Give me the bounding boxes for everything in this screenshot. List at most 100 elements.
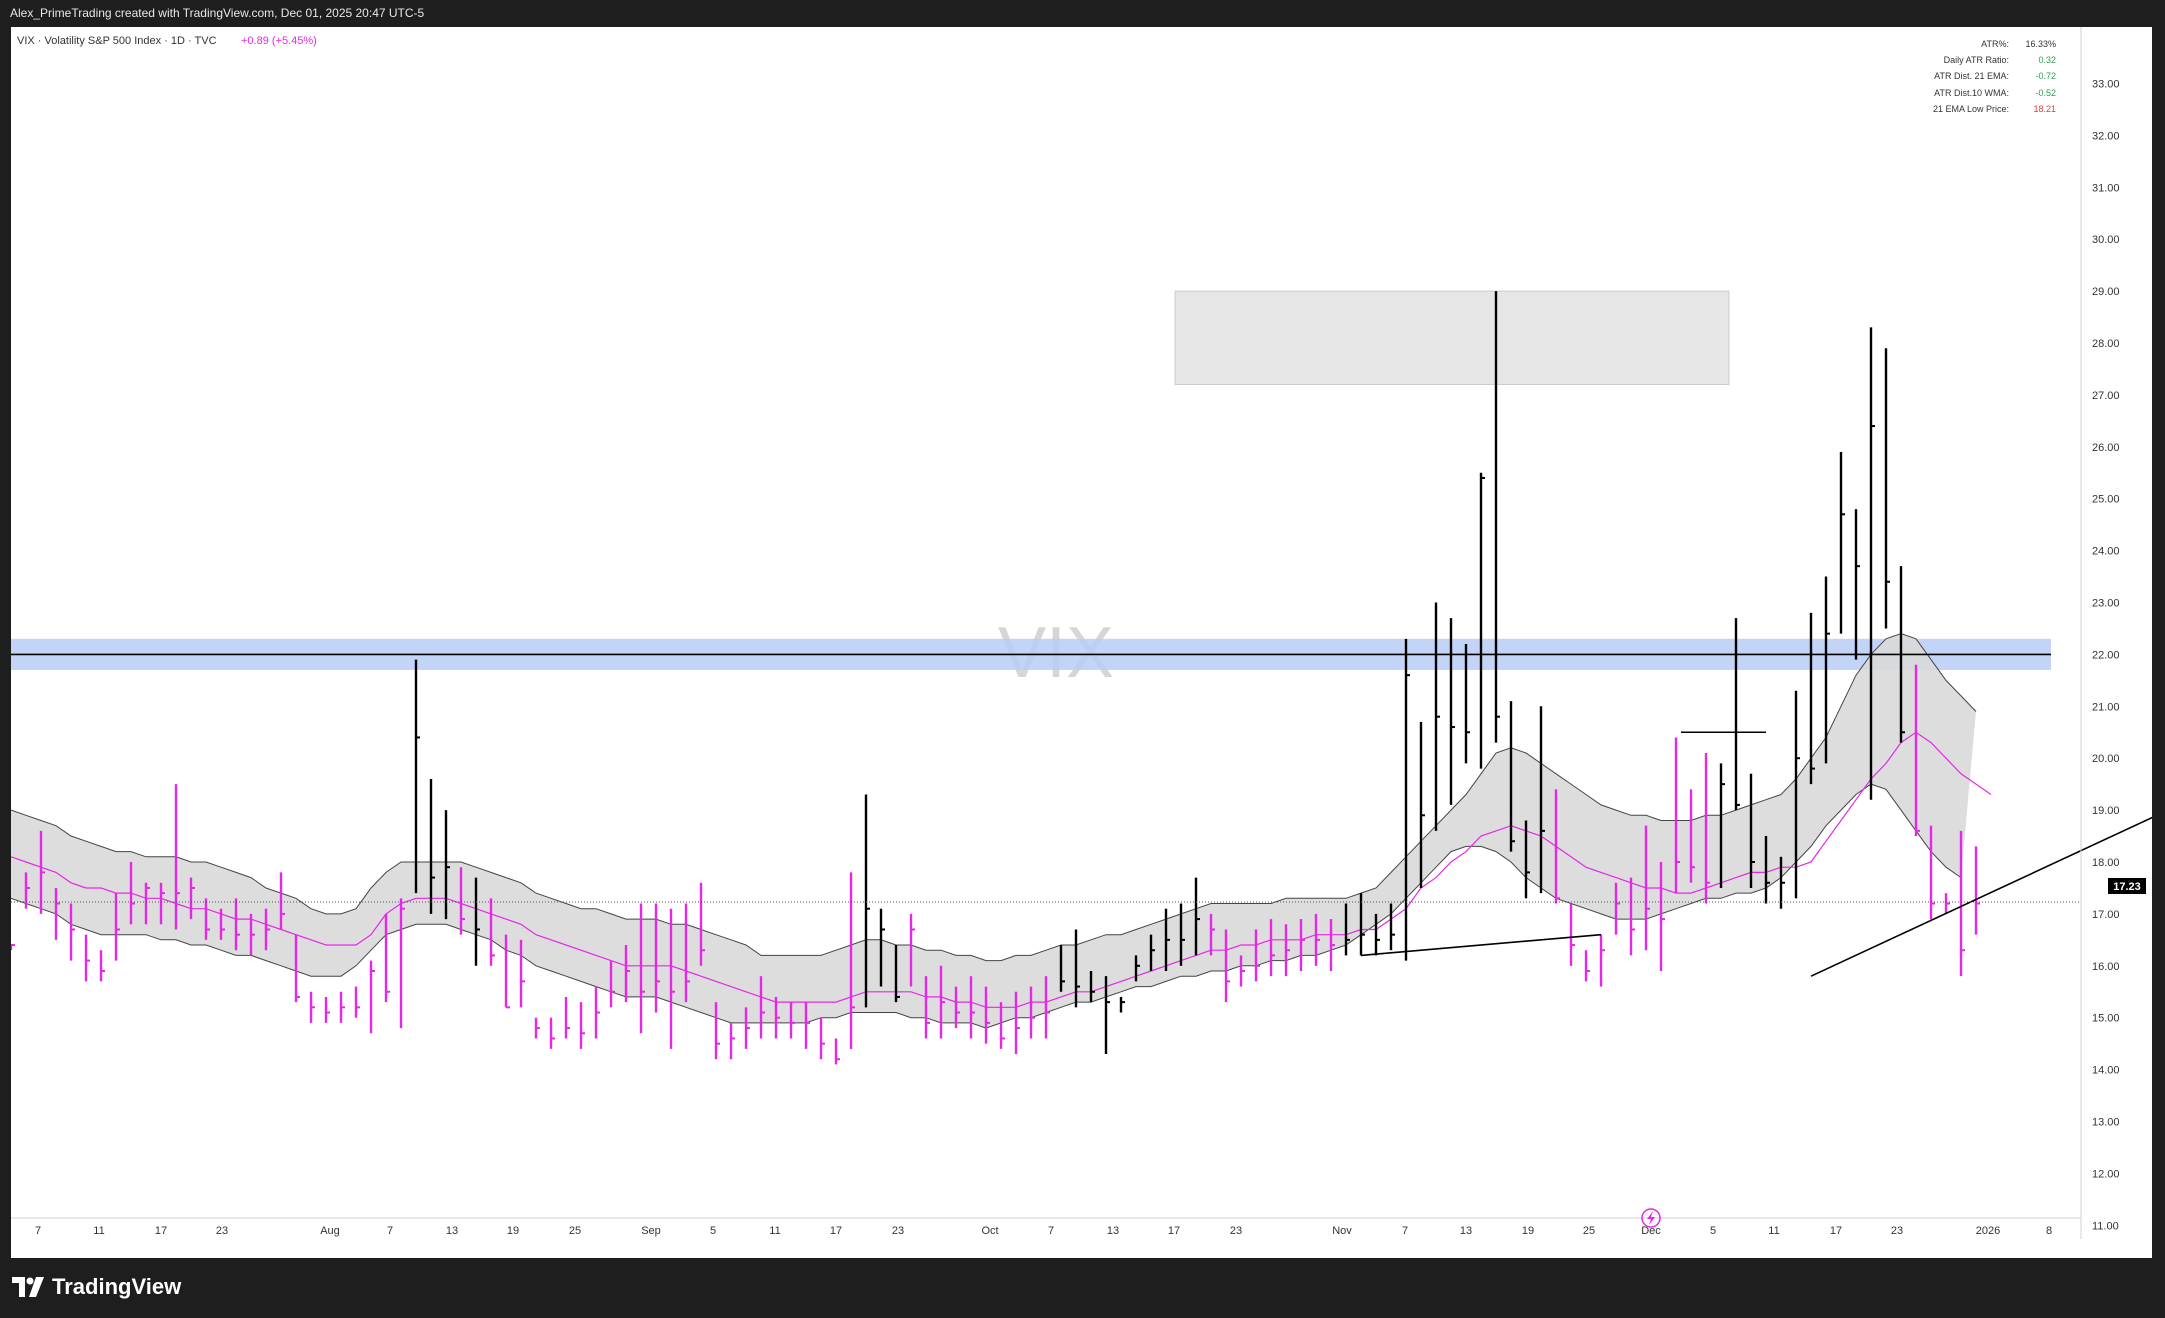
ohlc-bar [1929,825,1935,920]
chart-panel[interactable]: VIX 11.0012.0013.0014.0015.0016.0017.001… [11,27,2152,1258]
time-tick-label: 25 [569,1225,581,1237]
last-price-label: 17.23 [2113,881,2141,893]
ohlc-bar [189,877,195,920]
time-tick-label: 17 [1168,1225,1180,1237]
ohlc-bar [1029,986,1035,1039]
ohlc-bar [1959,830,1965,977]
stats-table: ATR%: 16.33% Daily ATR Ratio: 0.32 ATR Dist.… [1933,39,2056,114]
time-tick-label: 7 [1402,1225,1408,1237]
ohlc-bar [1584,950,1590,982]
ohlc-bar [24,872,30,909]
chart-canvas[interactable]: VIX 11.0012.0013.0014.0015.0016.0017.001… [11,27,2152,1258]
time-tick-label: 13 [1460,1225,1472,1237]
ohlc-bar [1509,701,1515,852]
ohlc-bar [1179,903,1185,966]
ohlc-bar [309,991,315,1023]
ohlc-bar [54,887,60,940]
price-tick-label: 18.00 [2092,857,2120,869]
time-tick-label: 11 [769,1225,780,1237]
ohlc-bar [1224,929,1230,1003]
ohlc-bar [1539,706,1545,894]
price-tick-label: 16.00 [2092,961,2120,973]
ohlc-bar [1479,472,1485,769]
time-tick-label: 19 [507,1225,519,1237]
ohlc-bar [339,991,345,1023]
ohlc-bar [1374,913,1380,956]
ohlc-bar [1329,919,1335,971]
ohlc-bar [264,908,270,951]
time-tick-label: 23 [216,1225,228,1237]
price-tick-label: 11.00 [2092,1220,2119,1232]
ohlc-bar [1944,893,1950,914]
ohlc-bar [654,903,660,1013]
price-tick-label: 17.00 [2092,909,2120,921]
ohlc-bar [519,939,525,1008]
ohlc-bar [639,903,645,1034]
price-tick-label: 28.00 [2092,338,2120,350]
ohlc-bar [1314,913,1320,966]
ohlc-bar [1689,789,1695,883]
ohlc-bar [684,903,690,1003]
ohlc-bar [1389,903,1395,951]
time-tick-label: 19 [1522,1225,1534,1237]
ohlc-bar [324,996,330,1023]
ohlc-bar [1704,753,1710,904]
ohlc-bar [429,778,435,914]
price-tick-label: 32.00 [2092,130,2120,142]
time-tick-label: Dec [1641,1225,1661,1237]
time-tick-label: 25 [1583,1225,1595,1237]
tradingview-logo-icon [12,1277,44,1297]
ohlc-bar [669,908,675,1049]
stats-label: 21 EMA Low Price: [1933,104,2009,114]
lightning-icon[interactable] [1641,1208,1661,1228]
ohlc-bar [1284,924,1290,977]
supply-zone [1174,290,1730,386]
tradingview-logo[interactable]: TradingView [12,1274,181,1300]
ohlc-bar [99,950,105,982]
ohlc-bar [1254,929,1260,982]
ohlc-bar [1119,996,1125,1013]
ohlc-bar [624,945,630,1003]
top-bar: Alex_PrimeTrading created with TradingVi… [0,0,2165,27]
ohlc-bar [1629,877,1635,956]
legend-change: +0.89 (+5.45%) [241,35,317,47]
price-tick-label: 23.00 [2092,598,2120,610]
price-tick-label: 26.00 [2092,442,2120,454]
price-tick-label: 15.00 [2092,1013,2120,1025]
ohlc-bar [129,862,135,925]
ohlc-bar [789,1002,795,1039]
ohlc-bar [864,794,870,1008]
ohlc-bar [774,996,780,1039]
price-tick-label: 22.00 [2092,649,2120,661]
ohlc-bar [534,1017,540,1039]
ohlc-bar [1494,291,1500,743]
ohlc-bar [144,882,150,925]
ohlc-bar [579,1002,585,1049]
time-tick-label: 7 [1048,1225,1054,1237]
ohlc-bar [1854,509,1860,660]
ohlc-bar [504,934,510,1009]
price-tick-label: 27.00 [2092,390,2120,402]
ohlc-bar [819,1017,825,1060]
stats-label: Daily ATR Ratio: [1944,55,2009,65]
last-price-tag: 17.23 [2108,878,2146,894]
ohlc-bar [1794,690,1800,899]
ohlc-bar [1524,820,1530,899]
ohlc-bar [1269,919,1275,977]
ohlc-bar [1434,602,1440,831]
ohlc-bar [1239,955,1245,987]
time-tick-label: Nov [1332,1225,1352,1237]
ohlc-bar [444,810,450,920]
ohlc-bar [939,965,945,1039]
time-tick-label: 11 [93,1225,104,1237]
price-tick-label: 13.00 [2092,1117,2120,1129]
ohlc-bar [294,934,300,1003]
time-tick-label: 7 [387,1225,393,1237]
time-tick-label: 8 [2046,1225,2052,1237]
ohlc-bar [1554,789,1560,904]
time-tick-label: Sep [641,1225,661,1237]
ohlc-bar [114,893,120,961]
ohlc-bar [1674,737,1680,894]
ohlc-bar [804,1002,810,1049]
ohlc-bar [234,898,240,951]
